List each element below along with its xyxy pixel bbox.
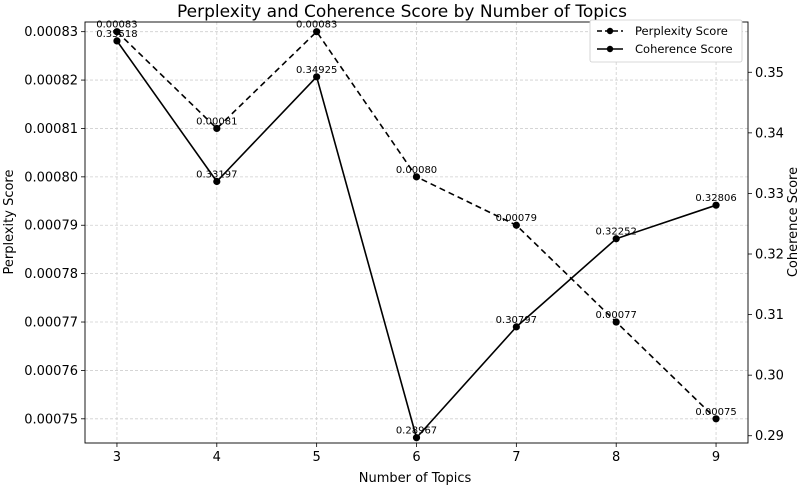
x-tick-label: 3 [113,450,121,465]
data-point-perplexity [412,173,421,181]
x-tick-label: 9 [712,450,720,465]
y-left-tick-label: 0.00076 [24,364,78,379]
data-label-coherence: 0.28967 [396,426,437,437]
y-left-tick-label: 0.00078 [24,267,78,282]
y-left-tick-label: 0.00082 [24,74,78,89]
data-point-perplexity [213,124,221,133]
data-point-coherence [412,434,421,442]
y-right-tick-label: 0.31 [755,308,784,323]
y-left-tick-label: 0.00080 [24,170,78,185]
legend-coherence-marker [606,45,614,53]
data-label-perplexity: 0.00083 [96,20,137,31]
data-point-coherence [313,73,321,81]
y-right-tick-label: 0.35 [755,66,784,81]
x-tick-label: 6 [412,450,420,465]
data-point-coherence [612,235,620,243]
legend-coherence-label: Coherence Score [635,42,733,56]
data-label-coherence: 0.33197 [196,169,237,180]
x-tick-label: 8 [612,450,620,465]
y-left-tick-label: 0.00083 [24,25,78,40]
data-point-perplexity [712,415,720,423]
y-right-tick-label: 0.32 [755,248,784,263]
y-left-tick-label: 0.00079 [24,219,78,234]
data-point-perplexity [113,28,121,36]
data-label-perplexity: 0.00083 [296,20,337,31]
x-axis-label: Number of Topics [359,471,472,486]
x-tick-label: 5 [313,450,321,465]
data-label-coherence: 0.32806 [695,193,736,204]
y-right-tick-label: 0.30 [755,369,784,384]
data-point-perplexity [512,221,520,229]
data-label-perplexity: 0.00080 [396,165,437,176]
legend: Perplexity Score Coherence Score [589,19,743,63]
data-label-perplexity: 0.00077 [596,310,637,321]
y-right-axis-label: Coherence Score [786,167,800,277]
x-tick-label: 4 [213,450,221,465]
data-label-perplexity: 0.00079 [496,213,537,224]
legend-perplexity-label: Perplexity Score [635,24,728,38]
legend-box [589,19,743,63]
data-label-perplexity: 0.00081 [196,116,237,127]
y-left-tick-label: 0.00081 [24,122,78,137]
data-label-coherence: 0.32252 [596,227,637,238]
y-left-tick-label: 0.00075 [24,412,78,427]
data-point-coherence [213,177,221,186]
data-point-perplexity [612,318,620,326]
x-tick-label: 7 [512,450,520,465]
data-point-perplexity [313,28,321,36]
data-label-perplexity: 0.00075 [695,407,736,418]
y-left-axis-label: Perplexity Score [2,170,17,275]
y-right-tick-label: 0.29 [755,429,784,444]
y-right-tick-label: 0.33 [755,187,784,202]
y-right-tick-label: 0.34 [755,126,784,141]
data-label-coherence: 0.35518 [96,29,137,40]
chart-title: Perplexity and Coherence Score by Number… [177,2,627,22]
plot-frame [84,21,749,444]
data-point-coherence [113,37,121,45]
data-point-coherence [712,201,720,209]
data-label-coherence: 0.30797 [496,315,537,326]
legend-perplexity-marker [606,27,614,35]
y-left-tick-label: 0.00077 [24,316,78,331]
data-point-coherence [512,323,520,331]
data-label-coherence: 0.34925 [296,65,337,76]
